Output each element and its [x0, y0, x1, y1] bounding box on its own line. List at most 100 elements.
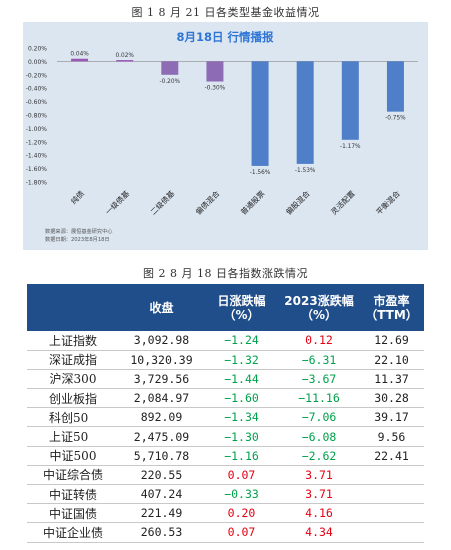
x-tick-label: 二级债基: [148, 188, 177, 217]
table-row: 上证50 2,475.09 −1.30 −6.08 9.56: [27, 426, 424, 447]
y-tick-label: -1.20%: [26, 139, 48, 146]
cell-close: 2,084.97: [119, 388, 204, 409]
cell-day-change: −1.60: [204, 388, 279, 409]
cell-index-name: 创业板指: [27, 388, 119, 409]
data-label: -0.20%: [160, 79, 181, 85]
x-tick-label: 一级债基: [103, 188, 132, 217]
table-row: 科创50 892.09 −1.34 −7.06 39.17: [27, 407, 424, 428]
cell-index-name: 科创50: [27, 407, 119, 428]
cell-close: 5,710.78: [119, 446, 204, 466]
table-row: 中证国债 221.49 0.20 4.16: [27, 503, 424, 524]
bar: [71, 58, 89, 62]
cell-day-change: −1.32: [204, 350, 279, 370]
cell-index-name: 中证企业债: [27, 522, 119, 543]
cell-close: 3,092.98: [119, 331, 204, 351]
cell-day-change: −1.24: [204, 331, 279, 351]
y-tick-label: -1.00%: [26, 126, 48, 133]
x-tick-label: 灵活配置: [328, 188, 357, 217]
header-day-change: 日涨跌幅 （%）: [204, 284, 279, 331]
cell-ytd-change: −2.62: [279, 446, 359, 466]
bar: [341, 61, 359, 140]
y-tick-label: -0.40%: [26, 86, 48, 93]
table-row: 中证500 5,710.78 −1.16 −2.62 22.41: [27, 446, 424, 466]
table-row: 中证综合债 220.55 0.07 3.71: [27, 465, 424, 486]
cell-ytd-change: −3.67: [279, 369, 359, 390]
index-table-wrap: 收盘 日涨跌幅 （%） 2023涨跌幅 （%） 市盈率 （TTM） 上证指数 3,092…: [27, 284, 424, 543]
cell-index-name: 中证转债: [27, 484, 119, 505]
header-blank: [27, 284, 119, 331]
table-row: 创业板指 2,084.97 −1.60 −11.16 30.28: [27, 388, 424, 409]
cell-ytd-change: −7.06: [279, 407, 359, 428]
cell-pe: 9.56: [359, 426, 424, 447]
cell-pe: [359, 465, 424, 486]
cell-index-name: 中证综合债: [27, 465, 119, 486]
cell-day-change: 0.20: [204, 503, 279, 524]
cell-close: 2,475.09: [119, 426, 204, 447]
cell-index-name: 中证500: [27, 446, 119, 466]
data-label: 0.04%: [70, 52, 89, 58]
table-row: 中证企业债 260.53 0.07 4.34: [27, 522, 424, 543]
index-table: 收盘 日涨跌幅 （%） 2023涨跌幅 （%） 市盈率 （TTM） 上证指数 3,092…: [27, 284, 424, 543]
bar: [251, 61, 269, 166]
data-label: -0.30%: [205, 86, 226, 92]
table-row: 深证成指 10,320.39 −1.32 −6.31 22.10: [27, 350, 424, 370]
bar: [296, 61, 314, 164]
cell-index-name: 中证国债: [27, 503, 119, 524]
y-tick-label: 0.20%: [28, 46, 47, 53]
table-row: 上证指数 3,092.98 −1.24 0.12 12.69: [27, 331, 424, 351]
x-tick-label: 偏债混合: [193, 188, 222, 217]
table-body: 上证指数 3,092.98 −1.24 0.12 12.69 深证成指 10,320.39−…: [27, 331, 424, 543]
x-tick-label: 平衡混合: [374, 188, 403, 217]
figure2-caption: 图 2 8 月 18 日各指数涨跌情况: [143, 267, 308, 280]
data-label: -1.56%: [250, 170, 271, 176]
cell-pe: 30.28: [359, 388, 424, 409]
header-close: 收盘: [119, 284, 204, 331]
y-tick-label: -1.80%: [26, 180, 48, 187]
cell-day-change: 0.07: [204, 465, 279, 486]
cell-close: 3,729.56: [119, 369, 204, 390]
y-tick-label: -0.20%: [26, 72, 48, 79]
y-tick-label: -1.40%: [26, 153, 48, 160]
y-tick-label: -0.60%: [26, 99, 48, 106]
cell-pe: 12.69: [359, 331, 424, 351]
bar: [386, 61, 404, 112]
cell-index-name: 上证指数: [27, 331, 119, 351]
cell-day-change: −1.34: [204, 407, 279, 428]
cell-pe: 39.17: [359, 407, 424, 428]
bar: [161, 61, 179, 75]
cell-close: 10,320.39: [119, 350, 204, 370]
table-row: 中证转债 407.24 −0.33 3.71: [27, 484, 424, 505]
cell-ytd-change: 3.71: [279, 465, 359, 486]
cell-ytd-change: 4.34: [279, 522, 359, 543]
bar: [116, 60, 134, 62]
chart-title: 8月18日 行情播报: [176, 30, 274, 44]
cell-ytd-change: 0.12: [279, 331, 359, 351]
data-label: -1.17%: [340, 144, 361, 150]
cell-index-name: 上证50: [27, 426, 119, 447]
cell-pe: [359, 503, 424, 524]
cell-close: 892.09: [119, 407, 204, 428]
y-tick-label: -1.60%: [26, 166, 48, 173]
cell-close: 220.55: [119, 465, 204, 486]
x-tick-label: 偏股混合: [283, 188, 312, 217]
cell-ytd-change: −6.08: [279, 426, 359, 447]
figure1-caption: 图 1 8 月 21 日各类型基金收益情况: [131, 6, 320, 19]
chart-svg: 8月18日 行情播报 0.20% 0.00% -0.20% -0.40% -0.60% -0…: [26, 30, 418, 243]
cell-day-change: −1.16: [204, 446, 279, 466]
data-label: 0.02%: [115, 53, 134, 59]
header-pe: 市盈率 （TTM）: [359, 284, 424, 331]
cell-day-change: −1.30: [204, 426, 279, 447]
x-tick-label: 普通股票: [238, 188, 267, 217]
y-tick-label: 0.00%: [28, 59, 47, 66]
data-label: -1.53%: [295, 168, 316, 174]
table-row: 沪深300 3,729.56 −1.44 −3.67 11.37: [27, 369, 424, 390]
cell-ytd-change: 3.71: [279, 484, 359, 505]
y-tick-label: -0.80%: [26, 113, 48, 120]
header-ytd-change: 2023涨跌幅 （%）: [279, 284, 359, 331]
cell-ytd-change: −6.31: [279, 350, 359, 370]
cell-pe: 11.37: [359, 369, 424, 390]
cell-index-name: 深证成指: [27, 350, 119, 370]
cell-pe: [359, 484, 424, 505]
fund-returns-chart: 8月18日 行情播报 0.20% 0.00% -0.20% -0.40% -0.60% -0…: [23, 22, 428, 250]
cell-ytd-change: 4.16: [279, 503, 359, 524]
